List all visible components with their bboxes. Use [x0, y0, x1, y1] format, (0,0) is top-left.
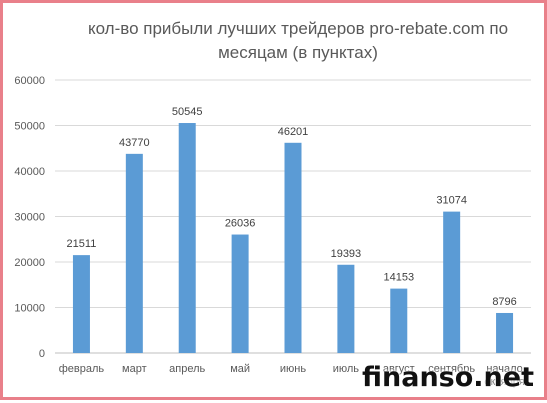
- x-axis-tick-labels: февраль март апрель май июнь июль август сентяб…: [59, 363, 525, 388]
- data-labels: 21511 43770 50545 26036 46201 19393 14153 31074…: [67, 106, 517, 308]
- bar-1: [72, 255, 90, 353]
- bar-5: [284, 142, 302, 353]
- x-tick-label: июнь: [280, 363, 306, 375]
- data-label: 19393: [331, 248, 362, 260]
- data-label: 8796: [492, 296, 516, 308]
- bar-8: [443, 211, 461, 353]
- x-tick-label: март: [122, 363, 147, 375]
- data-label: 50545: [172, 106, 203, 118]
- bar-chart: 0 10000 20000 30000 40000 50000 60000 21511 437…: [14, 75, 531, 388]
- bar-9: [496, 312, 514, 353]
- y-axis-tick-labels: 0 10000 20000 30000 40000 50000 60000: [14, 75, 45, 360]
- chart-title: кол-во прибыли лучших трейдеров pro-reba…: [87, 19, 509, 62]
- bars: [72, 123, 514, 353]
- bar-4: [231, 234, 249, 353]
- watermark-logo: finanso.net: [362, 362, 534, 393]
- y-tick-label: 10000: [14, 303, 45, 315]
- x-tick-label: начало октября: [484, 363, 524, 388]
- x-tick-label: февраль: [59, 363, 105, 375]
- bar-2: [125, 153, 143, 353]
- data-label: 43770: [119, 137, 150, 149]
- y-tick-label: 30000: [14, 212, 45, 224]
- y-tick-label: 50000: [14, 121, 45, 133]
- data-label: 46201: [278, 126, 309, 138]
- bar-7: [390, 288, 408, 353]
- bar-3: [178, 123, 196, 353]
- x-tick-label: май: [230, 363, 250, 375]
- x-tick-label: июль: [333, 363, 360, 375]
- bar-6: [337, 264, 355, 353]
- data-label: 26036: [225, 218, 256, 230]
- y-tick-label: 20000: [14, 257, 45, 269]
- data-label: 31074: [436, 195, 467, 207]
- x-tick-label: август: [383, 363, 415, 375]
- x-tick-label: сентябрь: [428, 363, 475, 375]
- y-tick-label: 40000: [14, 166, 45, 178]
- y-tick-label: 0: [39, 348, 45, 360]
- data-label: 14153: [383, 272, 414, 284]
- x-tick-label: апрель: [169, 363, 205, 375]
- data-label: 21511: [67, 238, 97, 250]
- y-tick-label: 60000: [14, 75, 45, 87]
